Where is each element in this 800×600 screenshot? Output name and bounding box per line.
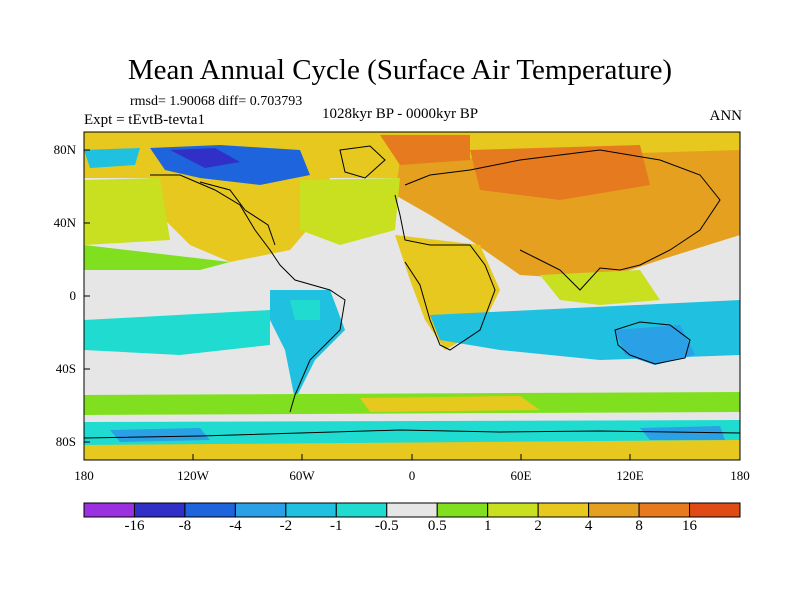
anomaly-field [84,132,740,460]
colorbar [83,502,741,518]
period-label: 1028kyr BP - 0000kyr BP [322,106,479,122]
southern-ocean-warm-patch [360,396,540,412]
lat-tick-label: 0 [69,288,77,303]
colorbar-swatch [487,502,539,518]
colorbar-label: -1 [330,518,343,534]
amazon-cool [290,300,320,320]
colorbar-swatch [638,502,691,518]
colorbar-label: -4 [229,518,242,534]
americas-coast [150,174,346,413]
colorbar-label: -0.5 [374,518,399,534]
australia-cool [615,325,695,365]
north-pacific-warm [84,178,170,245]
colorbar-swatch [184,502,236,518]
lon-tick-label: 180 [730,468,750,483]
season-label: ANN [709,108,743,124]
map-title: Mean Annual Cycle (Surface Air Temperatu… [127,54,673,86]
stats-label: rmsd= 1.90068 diff= 0.703793 [130,94,303,109]
colorbar-label: -8 [178,518,192,534]
colorbar-label: 0.5 [427,518,447,534]
lat-tick-label: 40N [53,215,76,230]
antarctica-coast [84,429,740,439]
scandinavia-warm [380,135,470,165]
colorbar-label: 2 [534,518,542,534]
lon-tick-label: 60W [289,468,315,483]
south-america-cool [270,290,345,400]
north-america-warm [150,178,330,262]
lon-tick-label: 0 [408,468,416,483]
colorbar-label: 4 [584,518,593,534]
greenland-coast [339,145,386,179]
colorbar-swatch [537,502,590,518]
east-antarctica-cool [640,426,725,440]
lon-tick-label: 120E [616,468,644,483]
experiment-label: Expt = tEvtB-tevta1 [84,112,205,128]
south-pacific-cool [84,310,270,355]
south-asia-warm [540,270,660,305]
colorbar-swatch [133,502,186,518]
coastlines [84,145,740,439]
colorbar-label: 8 [635,518,643,534]
australia-coast [614,321,691,365]
lat-tick-label: 80S [55,434,76,449]
north-atlantic-warm [300,178,400,245]
ross-sea-cool [110,428,210,442]
colorbar-swatch [386,502,438,518]
colorbar-swatch [285,502,337,518]
antarctic-interior-warm [84,440,740,460]
siberia-strong-warm [470,145,650,200]
colorbar-swatch [335,502,388,518]
eurasia-coast [404,149,721,291]
subtropic-pacific-warm [84,245,230,270]
axis-ticks [84,149,631,460]
lat-tick-label: 40S [55,361,76,376]
africa-coast [394,194,496,351]
colorbar-label: 16 [682,518,698,534]
colorbar-swatch [234,502,287,518]
colorbar-label: 1 [483,518,492,534]
colorbar-swatch [689,502,741,518]
lon-tick-label: 180 [74,468,94,483]
lon-tick-label: 60E [510,468,532,483]
east-coast-na [199,181,276,246]
colorbar-swatch [588,502,640,518]
colorbar-swatch [83,502,135,518]
colorbar-label: -16 [124,518,145,534]
alaska-cool [84,148,140,168]
lat-tick-label: 80N [53,142,76,157]
colorbar-swatch [436,502,489,518]
colorbar-label: -2 [279,518,293,534]
lon-tick-label: 120W [177,468,209,483]
arctic-canada-strong-cold [170,148,240,168]
